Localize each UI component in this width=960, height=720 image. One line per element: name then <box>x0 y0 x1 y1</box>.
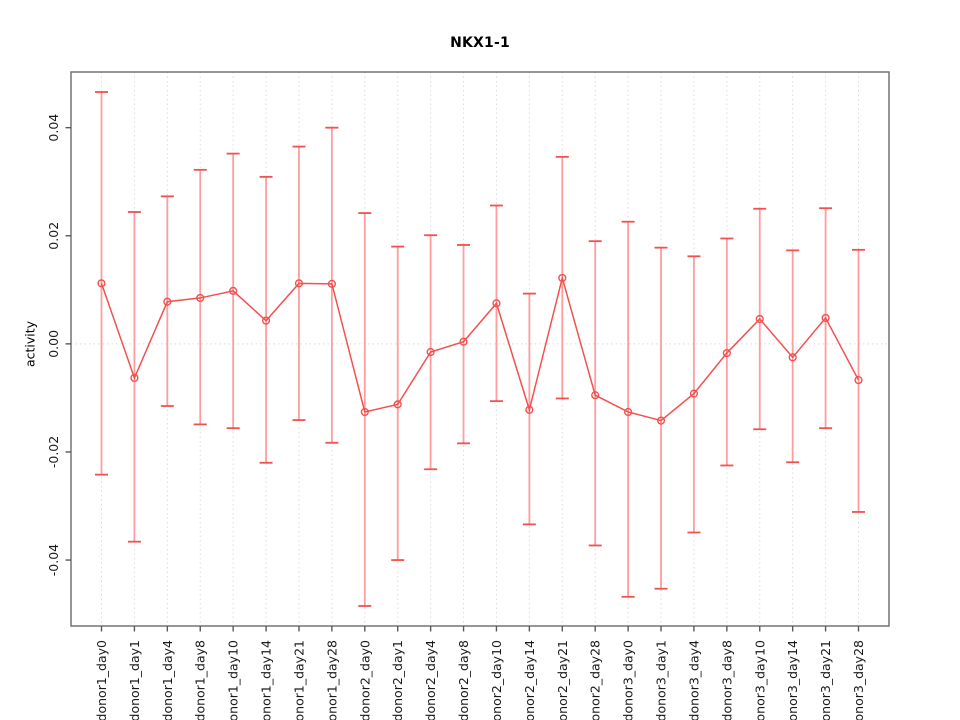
data-point-marker <box>722 348 731 358</box>
data-point-marker <box>426 347 435 357</box>
data-point-marker <box>492 299 501 308</box>
x-tick-label: donor1_day21 <box>291 640 306 720</box>
data-point-marker <box>229 286 238 295</box>
y-axis-title: activity <box>22 320 38 368</box>
data-line <box>100 274 860 422</box>
data-point-marker <box>393 400 402 409</box>
data-point-marker <box>163 297 172 306</box>
data-point-marker <box>656 416 666 425</box>
data-point-marker <box>294 279 304 288</box>
axis-layer <box>65 71 890 632</box>
x-tick-label: donor1_day28 <box>324 640 339 720</box>
x-tick-label: donor3_day4 <box>686 640 701 720</box>
x-tick-label: donor3_day8 <box>719 640 734 720</box>
data-point-marker <box>689 389 699 398</box>
x-tick-label: donor1_day1 <box>127 640 142 720</box>
x-tick-label: donor2_day1 <box>390 640 405 720</box>
x-tick-label: donor2_day4 <box>423 640 438 720</box>
data-point-marker <box>196 293 205 303</box>
data-point-marker <box>558 273 567 283</box>
label-layer: -0.04 -0.02 0.00 0.02 0.04 donor1_day0 donor1_… <box>46 114 866 720</box>
chart-title: NKX1-1 <box>450 35 510 51</box>
x-tick-label: donor1_day0 <box>94 640 109 720</box>
y-tick-label: -0.04 <box>46 544 61 576</box>
data-point-marker <box>130 373 139 383</box>
data-point-marker <box>327 279 336 288</box>
y-tick-label: 0.00 <box>46 330 61 358</box>
data-point-marker <box>624 407 633 417</box>
x-tick-label: donor2_day28 <box>588 640 603 720</box>
data-point-marker <box>591 391 600 400</box>
x-tick-label: donor2_day0 <box>357 640 372 720</box>
plot-frame <box>70 71 890 627</box>
data-layer <box>95 91 865 607</box>
data-point-marker <box>821 313 830 323</box>
x-tick-label: donor3_day28 <box>851 640 866 720</box>
x-tick-label: donor2_day21 <box>555 640 570 720</box>
x-tick-label: donor1_day8 <box>193 640 208 720</box>
x-tick-label: donor1_day10 <box>226 640 241 720</box>
data-point-marker <box>525 405 534 414</box>
data-point-marker <box>755 314 764 324</box>
x-tick-label: donor3_day0 <box>621 640 636 720</box>
data-point-marker <box>459 337 468 346</box>
grid-layer <box>71 72 889 626</box>
data-point-marker <box>97 279 106 288</box>
y-tick-label: 0.02 <box>46 222 61 250</box>
x-tick-label: donor3_day10 <box>752 640 767 720</box>
x-tick-label: donor3_day1 <box>654 640 669 720</box>
x-tick-label: donor3_day14 <box>785 640 800 720</box>
data-point-marker <box>788 353 797 362</box>
x-tick-label: donor2_day8 <box>456 640 471 720</box>
x-tick-label: donor2_day14 <box>522 640 537 720</box>
data-point-marker <box>261 316 271 325</box>
data-point-marker <box>360 407 369 417</box>
x-tick-label: donor1_day14 <box>259 640 274 720</box>
x-tick-label: donor1_day4 <box>160 640 175 720</box>
y-tick-label: -0.02 <box>46 436 61 468</box>
x-tick-label: donor2_day10 <box>489 640 504 720</box>
x-tick-label: donor3_day21 <box>818 640 833 720</box>
y-tick-label: 0.04 <box>46 114 61 142</box>
data-point-marker <box>854 375 863 385</box>
